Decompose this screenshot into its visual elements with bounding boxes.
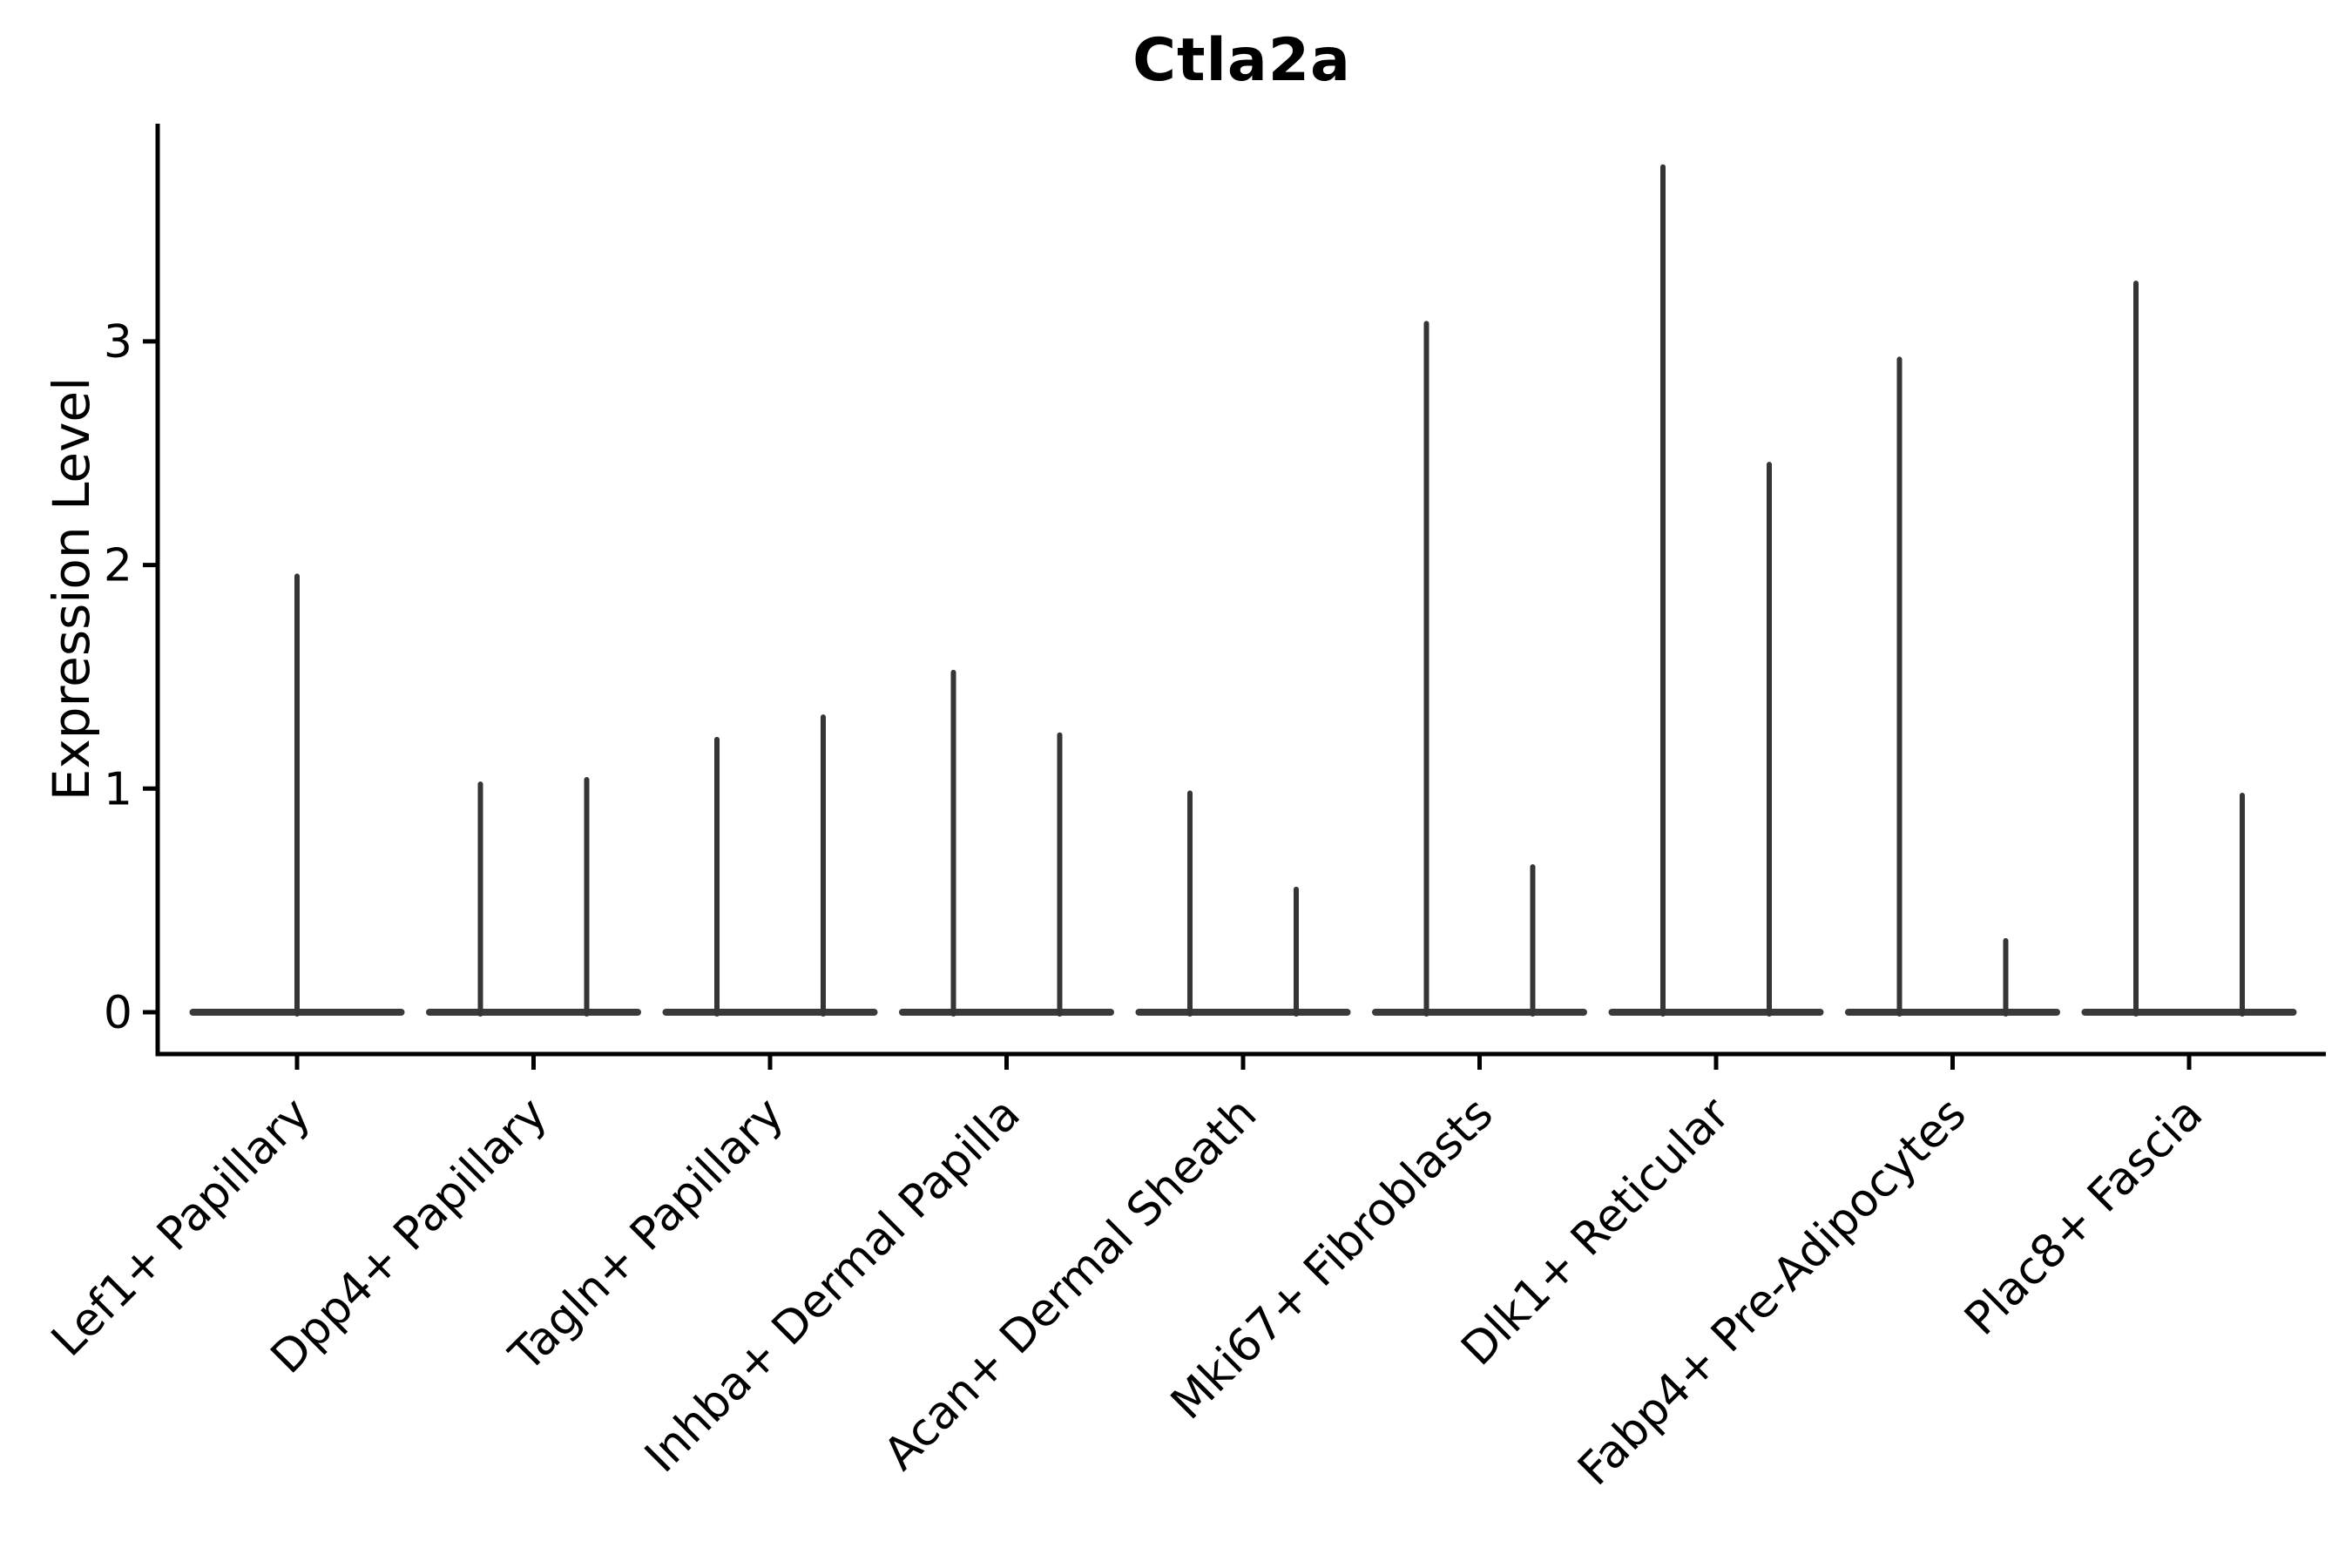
x-tick-label: Fabp4+ Pre-Adipocytes	[1568, 1088, 1976, 1496]
violin-base	[2081, 1009, 2297, 1016]
y-tick-label: 2	[104, 540, 132, 592]
violin-base	[1372, 1009, 1587, 1016]
violin-base	[1845, 1009, 2060, 1016]
y-tick-label: 3	[104, 316, 132, 368]
violin-base	[899, 1009, 1114, 1016]
x-tick-label: Inhba+ Dermal Papilla	[635, 1088, 1030, 1483]
x-tick-label: Lef1+ Papillary	[42, 1088, 321, 1367]
chart-title: Ctla2a	[1132, 26, 1351, 95]
y-tick-label: 0	[104, 987, 132, 1039]
y-tick-label: 1	[104, 763, 132, 815]
x-tick-label: Plac8+ Fascia	[1955, 1088, 2213, 1346]
x-tick-label: Acan+ Dermal Sheath	[875, 1088, 1267, 1481]
violin-base	[426, 1009, 641, 1016]
violin-base	[662, 1009, 878, 1016]
violin-base	[1608, 1009, 1824, 1016]
violin-base	[1135, 1009, 1351, 1016]
y-axis-label: Expression Level	[42, 376, 101, 801]
